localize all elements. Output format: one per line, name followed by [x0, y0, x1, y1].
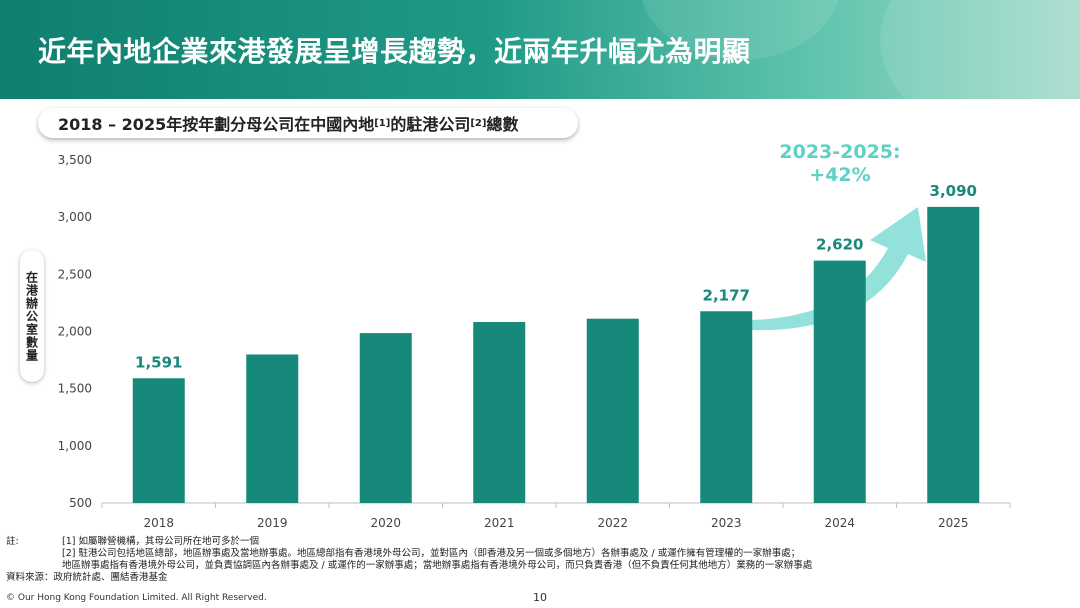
bar-2019 [246, 354, 299, 503]
data-label: 1,591 [135, 353, 182, 371]
x-tick-label: 2020 [370, 516, 401, 530]
page-number: 10 [533, 591, 547, 604]
growth-annotation: 2023-2025: [779, 141, 900, 163]
footnote-2: [2] 駐港公司包括地區總部，地區辦事處及當地辦事處。地區總部指有香港境外母公司… [62, 548, 801, 559]
data-label: 3,090 [930, 182, 977, 200]
x-tick-label: 2022 [597, 516, 628, 530]
banner-decoration [880, 0, 1080, 99]
bar-2021 [473, 322, 526, 503]
y-tick-label: 500 [69, 496, 92, 510]
bar-2023 [700, 311, 753, 503]
footnote-3: 地區辦事處指有香港境外母公司，並負責協調區內各辦事處及 / 或運作的一家辦事處；… [62, 560, 813, 571]
y-tick-label: 1,500 [58, 382, 92, 396]
notes-label: 註: [6, 536, 19, 547]
x-tick-label: 2021 [484, 516, 515, 530]
y-axis-label: 在港辦公室數量 [20, 250, 44, 382]
y-tick-label: 2,500 [58, 267, 92, 281]
footnote-ref-2: [2] [470, 117, 487, 129]
chart-title-part: 2018 – 2025年按年劃分母公司在中國內地 [58, 115, 375, 134]
y-tick-label: 3,000 [58, 210, 92, 224]
y-tick-label: 2,000 [58, 325, 92, 339]
data-label: 2,177 [703, 286, 750, 304]
x-tick-label: 2023 [711, 516, 742, 530]
source-text: 政府統計處、團結香港基金 [53, 572, 168, 583]
y-tick-label: 3,500 [58, 153, 92, 167]
x-tick-label: 2018 [143, 516, 174, 530]
footnotes: 註: [1] 如屬聯營機構，其母公司所在地可多於一個 [2] 駐港公司包括地區總部… [6, 536, 812, 584]
chart-title-part: 總數 [486, 115, 519, 134]
growth-arrow [752, 207, 926, 331]
chart-title-part: 的駐港公司 [390, 115, 471, 134]
footnote-ref-1: [1] [374, 117, 391, 129]
footnote-1: [1] 如屬聯營機構，其母公司所在地可多於一個 [62, 536, 259, 547]
y-tick-label: 1,000 [58, 439, 92, 453]
data-label: 2,620 [816, 236, 863, 254]
bar-2020 [359, 333, 412, 503]
x-tick-label: 2019 [257, 516, 288, 530]
bar-2018 [132, 378, 185, 503]
bar-2022 [586, 318, 639, 503]
x-tick-label: 2025 [938, 516, 969, 530]
title-banner: 近年內地企業來港發展呈增長趨勢，近兩年升幅尤為明顯 [0, 0, 1080, 99]
x-tick-label: 2024 [824, 516, 855, 530]
page-title: 近年內地企業來港發展呈增長趨勢，近兩年升幅尤為明顯 [38, 35, 751, 68]
bar-2025 [927, 206, 980, 504]
copyright: © Our Hong Kong Foundation Limited. All … [6, 593, 267, 603]
source-label: 資料來源： [6, 572, 54, 583]
growth-annotation: +42% [809, 164, 870, 186]
bar-2024 [813, 260, 866, 503]
chart-title: 2018 – 2025年按年劃分母公司在中國內地 [1] 的駐港公司 [2] 總數 [38, 108, 578, 138]
